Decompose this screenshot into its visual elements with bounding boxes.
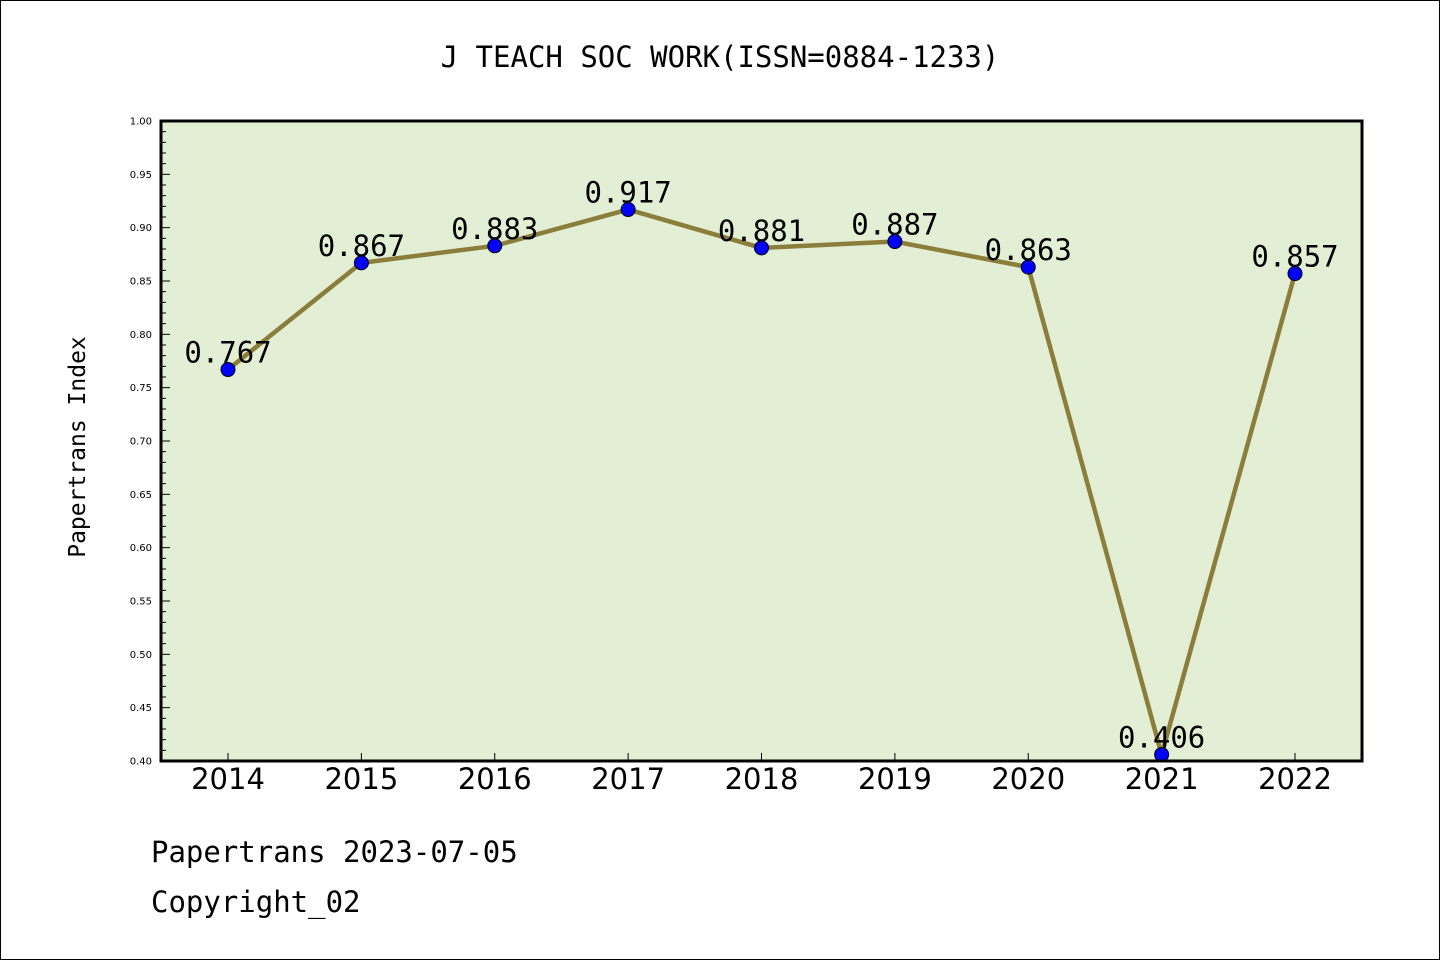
y-tick-label: 0.85: [130, 277, 152, 288]
x-tick-label: 2020: [991, 762, 1065, 796]
x-tick-label: 2016: [458, 762, 532, 796]
y-tick-label: 0.65: [130, 490, 152, 501]
data-label: 0.767: [184, 336, 271, 370]
x-tick-label: 2018: [725, 762, 799, 796]
data-label: 0.863: [985, 233, 1072, 267]
y-tick-label: 1.00: [130, 117, 152, 128]
data-label: 0.887: [851, 208, 938, 242]
y-tick-label: 0.50: [130, 650, 152, 661]
y-tick-label: 0.40: [130, 757, 152, 768]
data-label: 0.406: [1118, 721, 1205, 755]
x-tick-label: 2022: [1258, 762, 1332, 796]
x-tick-label: 2021: [1125, 762, 1199, 796]
x-tick-label: 2019: [858, 762, 932, 796]
data-point: [353, 255, 369, 271]
plot-background: [161, 121, 1362, 761]
y-tick-label: 0.80: [130, 330, 152, 341]
plot-area: 0.40 0.45 0.50 0.55 0.60 0.65 0.70 0.75 0.80 0.85…: [130, 117, 1364, 796]
y-tick-label: 0.55: [130, 597, 152, 608]
data-label: 0.917: [584, 176, 671, 210]
footer-date-line: Papertrans 2023-07-05: [151, 835, 518, 869]
chart-title: J TEACH SOC WORK(ISSN=0884-1233): [441, 40, 1000, 74]
y-tick-label: 0.75: [130, 383, 152, 394]
data-point: [620, 202, 636, 218]
x-tick-label: 2014: [191, 762, 265, 796]
data-label: 0.883: [451, 212, 538, 246]
x-tick-label: 2017: [591, 762, 665, 796]
y-tick-label: 0.60: [130, 543, 152, 554]
data-point: [887, 234, 903, 250]
data-point: [487, 238, 503, 254]
data-label: 0.857: [1251, 240, 1338, 274]
y-tick-label: 0.45: [130, 703, 152, 714]
y-axis-label: Papertrans Index: [65, 336, 91, 558]
data-label: 0.867: [318, 229, 405, 263]
data-point: [754, 240, 769, 256]
plot-border: [159, 119, 1364, 763]
y-tick-label: 0.90: [130, 223, 152, 234]
data-point: [220, 362, 236, 378]
data-point: [1287, 266, 1303, 282]
x-tick-label: 2015: [324, 762, 398, 796]
data-label: 0.881: [718, 214, 805, 248]
data-point: [1020, 259, 1036, 275]
y-tick-label: 0.95: [130, 170, 152, 181]
y-tick-label: 0.70: [130, 437, 152, 448]
footer-copyright-line: Copyright_02: [151, 885, 361, 919]
